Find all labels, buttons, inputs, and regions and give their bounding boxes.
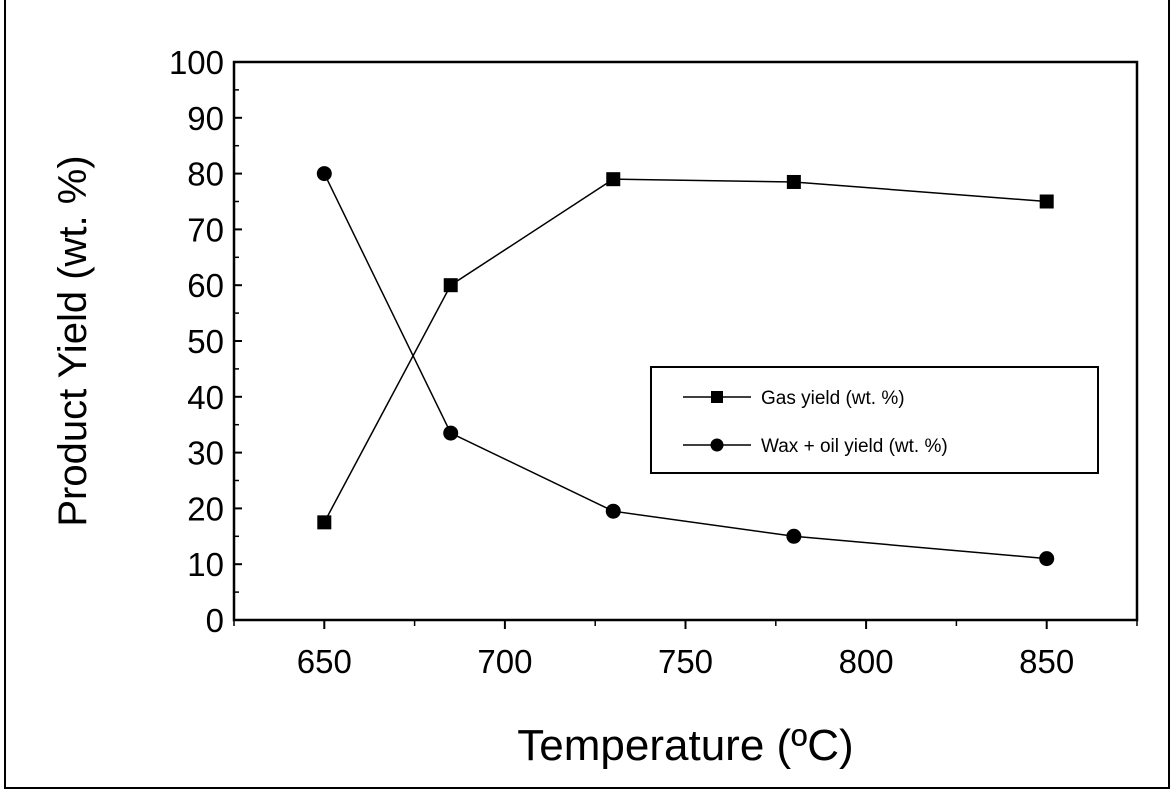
legend-label: Gas yield (wt. %): [761, 388, 905, 409]
legend-box: [650, 366, 1099, 474]
y-tick-label: 30: [187, 435, 224, 472]
y-tick-label: 70: [187, 211, 224, 248]
y-tick-label: 40: [187, 379, 224, 416]
x-tick-label: 700: [477, 643, 532, 680]
x-tick-label: 750: [658, 643, 713, 680]
y-tick-label: 0: [206, 602, 224, 639]
legend-square-marker: [711, 391, 723, 403]
data-point-square: [1039, 194, 1054, 209]
x-axis: 650 700 750 800 850: [233, 620, 1138, 680]
data-point-circle: [605, 503, 621, 519]
data-point-circle: [1039, 551, 1055, 567]
x-tick-label: 650: [297, 643, 352, 680]
y-tick-label: 60: [187, 267, 224, 304]
y-axis-title: Product Yield (wt. %): [51, 155, 95, 526]
plot-border: [232, 60, 1139, 622]
data-point-square: [317, 515, 332, 530]
data-point-circle: [316, 166, 332, 182]
legend-entry-gas: Gas yield (wt. %): [683, 388, 905, 409]
legend-entry-wax-oil: Wax + oil yield (wt. %): [683, 436, 948, 457]
x-tick-label: 800: [839, 643, 894, 680]
y-tick-label: 90: [187, 100, 224, 137]
plot-area: [232, 60, 1139, 622]
legend-label: Wax + oil yield (wt. %): [761, 436, 948, 457]
series-gas-yield: [317, 172, 1054, 530]
x-axis-title: Temperature (ºC): [517, 721, 853, 770]
legend-circle-marker: [710, 438, 724, 452]
y-tick-label: 80: [187, 156, 224, 193]
y-tick-label: 10: [187, 546, 224, 583]
y-axis: 0 10 20 30 40 50 60 70 80 90 100: [169, 44, 242, 639]
data-point-square: [786, 174, 801, 189]
series-wax-oil-yield: [316, 166, 1055, 567]
data-point-square: [443, 278, 458, 293]
y-tick-label: 100: [169, 44, 224, 81]
x-tick-label: 850: [1019, 643, 1074, 680]
data-point-square: [606, 172, 621, 187]
data-point-circle: [786, 528, 802, 544]
y-tick-label: 20: [187, 490, 224, 527]
series-layer: [316, 166, 1055, 567]
y-tick-label: 50: [187, 323, 224, 360]
data-point-circle: [443, 425, 459, 441]
legend: Gas yield (wt. %) Wax + oil yield (wt. %…: [650, 366, 1099, 474]
